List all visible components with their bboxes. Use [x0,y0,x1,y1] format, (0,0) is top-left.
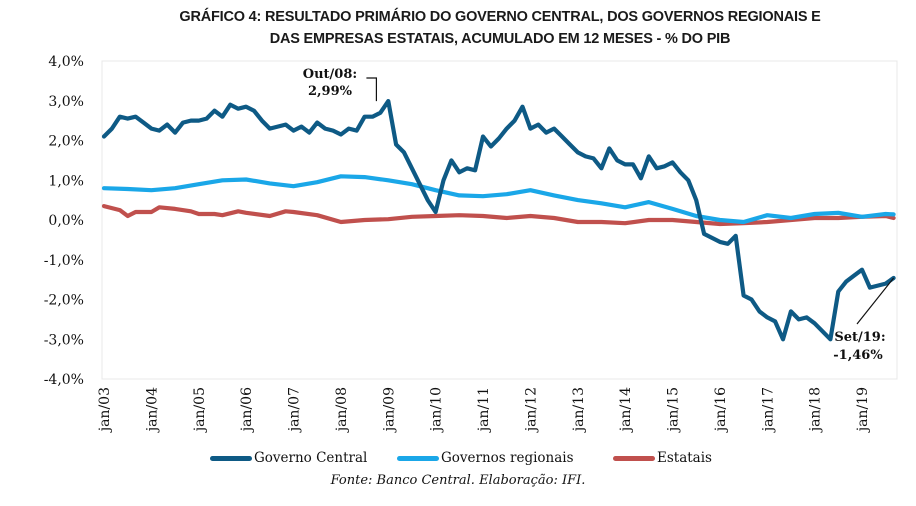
y-tick-label: 0,0% [48,213,84,229]
x-tick-label: jan/19 [855,387,871,433]
x-tick-label: jan/17 [760,387,776,433]
chart-title: GRÁFICO 4: RESULTADO PRIMÁRIO DO GOVERNO… [120,6,880,50]
x-tick-label: jan/10 [429,387,445,433]
x-tick-label: jan/09 [381,387,397,433]
series-line-governos-regionais [101,174,896,225]
y-tick-label: -3,0% [44,332,84,348]
legend: Governo Central Governos regionais Estat… [210,450,770,468]
legend-item-estatais: Estatais [613,450,712,466]
legend-label-governos-regionais: Governos regionais [441,450,574,466]
legend-label-governo-central: Governo Central [254,450,368,466]
annotation-label-out08-value: 2,99% [308,84,353,99]
series-group [101,99,896,342]
x-tick-label: jan/18 [808,387,824,433]
x-tick-label: jan/07 [287,387,303,433]
legend-swatch-governo-central [210,455,252,461]
annotation-label-set19-date: Set/19: [834,330,885,345]
x-tick-label: jan/03 [97,387,113,433]
y-tick-label: 4,0% [48,54,84,70]
x-axis: jan/03 jan/04 jan/05 jan/06 jan/07 jan/08 jan/… [97,387,871,433]
annotations: Out/08: 2,99% Set/19: -1,46% [303,67,895,363]
y-axis: 4,0% 3,0% 2,0% 1,0% 0,0% -1,0% -2,0% -3,0% -4,0% [44,54,84,388]
legend-item-governos-regionais: Governos regionais [397,450,574,466]
y-tick-label: 1,0% [48,173,84,189]
x-tick-label: jan/13 [571,387,587,433]
x-tick-label: jan/12 [523,387,539,433]
x-tick-label: jan/08 [334,387,350,433]
y-tick-label: 2,0% [48,134,84,150]
x-tick-label: jan/04 [144,387,160,433]
x-tick-label: jan/15 [666,387,682,433]
chart-title-line-1: GRÁFICO 4: RESULTADO PRIMÁRIO DO GOVERNO… [179,9,821,25]
plot-frame [101,60,898,380]
chart-title-line-2: DAS EMPRESAS ESTATAIS, ACUMULADO EM 12 M… [269,31,731,47]
x-tick-label: jan/06 [239,387,255,433]
x-tick-label: jan/16 [713,387,729,433]
legend-item-governo-central: Governo Central [210,450,367,466]
x-tick-label: jan/05 [192,387,208,433]
x-tick-label: jan/11 [476,387,492,433]
annotation-leader-out08 [366,77,378,102]
y-tick-label: -2,0% [44,293,84,309]
annotation-label-out08-date: Out/08: [303,67,357,82]
y-tick-label: 3,0% [48,94,84,110]
series-line-governo-central [101,99,896,342]
annotation-leader-set19 [856,277,895,325]
y-tick-label: -4,0% [44,372,84,388]
source-note: Fonte: Banco Central. Elaboração: IFI. [330,473,586,488]
x-tick-label: jan/14 [618,387,634,433]
y-tick-label: -1,0% [44,253,84,269]
legend-label-estatais: Estatais [657,450,712,466]
legend-swatch-estatais [613,455,655,461]
legend-swatch-governos-regionais [397,455,439,461]
annotation-label-set19-value: -1,46% [833,348,883,363]
